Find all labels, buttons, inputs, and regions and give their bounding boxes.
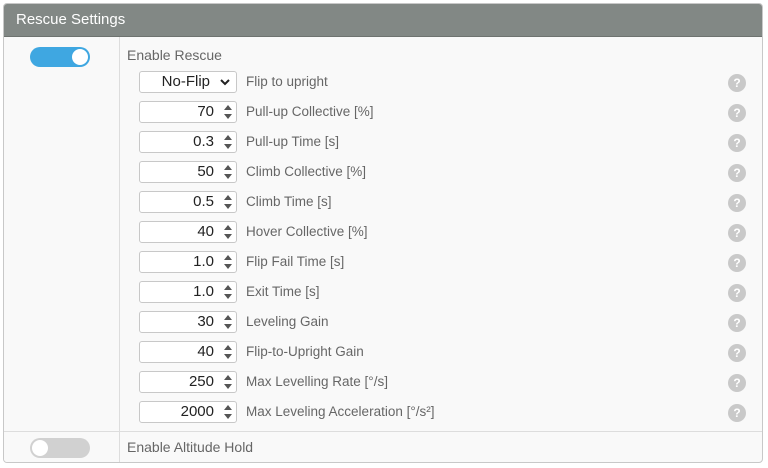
chevron-down-icon — [219, 75, 231, 92]
number-input-value: 1.0 — [193, 283, 214, 300]
setting-row: 0.3 Pull-up Time [s] — [139, 131, 609, 155]
help-question-icon[interactable]: ? — [728, 164, 746, 182]
number-input-value: 40 — [197, 343, 214, 360]
number-input-value: 1.0 — [193, 253, 214, 270]
setting-row: 0.5 Climb Time [s] — [139, 191, 609, 215]
number-input[interactable]: 1.0 — [139, 281, 237, 303]
number-input[interactable]: 0.3 — [139, 131, 237, 153]
help-question-icon[interactable]: ? — [728, 104, 746, 122]
flip-row: No-Flip Flip to upright — [139, 71, 609, 95]
enable-rescue-label: Enable Rescue — [127, 47, 222, 63]
setting-label: Leveling Gain — [246, 314, 329, 329]
setting-label: Pull-up Time [s] — [246, 134, 340, 149]
help-question-icon[interactable]: ? — [728, 314, 746, 332]
spinner-arrows-icon[interactable] — [224, 345, 233, 361]
enable-altitude-hold-label: Enable Altitude Hold — [127, 439, 254, 455]
number-input[interactable]: 40 — [139, 221, 237, 243]
number-input-value: 250 — [188, 373, 214, 390]
help-question-icon[interactable]: ? — [728, 74, 746, 92]
enable-rescue-toggle[interactable] — [30, 47, 90, 67]
number-input[interactable]: 250 — [139, 371, 237, 393]
number-input-value: 0.3 — [193, 133, 214, 150]
flip-select[interactable]: No-Flip — [139, 71, 237, 93]
enable-altitude-hold-toggle[interactable] — [30, 438, 90, 458]
number-input-value: 40 — [197, 223, 214, 240]
number-input-value: 30 — [197, 313, 214, 330]
number-input[interactable]: 30 — [139, 311, 237, 333]
setting-row: 2000 Max Leveling Acceleration [°/s²] — [139, 401, 609, 425]
number-input[interactable]: 70 — [139, 101, 237, 123]
toggle-knob — [72, 49, 88, 65]
rescue-settings-panel: Rescue Settings Enable Rescue No-Flip Fl… — [3, 3, 763, 463]
setting-label: Hover Collective [%] — [246, 224, 368, 239]
spinner-arrows-icon[interactable] — [224, 405, 233, 421]
number-input-value: 70 — [197, 103, 214, 120]
setting-label: Flip Fail Time [s] — [246, 254, 345, 269]
spinner-arrows-icon[interactable] — [224, 255, 233, 271]
number-input[interactable]: 1.0 — [139, 251, 237, 273]
number-input-value: 2000 — [180, 403, 214, 420]
number-input-value: 50 — [197, 163, 214, 180]
number-input[interactable]: 50 — [139, 161, 237, 183]
number-input[interactable]: 2000 — [139, 401, 237, 423]
flip-label: Flip to upright — [246, 74, 328, 89]
setting-label: Max Leveling Acceleration [°/s²] — [246, 404, 435, 419]
help-question-icon[interactable]: ? — [728, 284, 746, 302]
panel-title: Rescue Settings — [4, 4, 762, 37]
setting-label: Climb Time [s] — [246, 194, 332, 209]
number-input[interactable]: 0.5 — [139, 191, 237, 213]
toggle-column — [4, 37, 120, 462]
setting-row: 30 Leveling Gain — [139, 311, 609, 335]
help-question-icon[interactable]: ? — [728, 344, 746, 362]
number-input[interactable]: 40 — [139, 341, 237, 363]
toggle-knob — [32, 440, 48, 456]
spinner-arrows-icon[interactable] — [224, 315, 233, 331]
spinner-arrows-icon[interactable] — [224, 195, 233, 211]
spinner-arrows-icon[interactable] — [224, 165, 233, 181]
section-divider — [4, 431, 762, 432]
spinner-arrows-icon[interactable] — [224, 105, 233, 121]
setting-row: 40 Hover Collective [%] — [139, 221, 609, 245]
setting-label: Flip-to-Upright Gain — [246, 344, 364, 359]
help-question-icon[interactable]: ? — [728, 254, 746, 272]
setting-label: Max Levelling Rate [°/s] — [246, 374, 388, 389]
setting-row: 250 Max Levelling Rate [°/s] — [139, 371, 609, 395]
spinner-arrows-icon[interactable] — [224, 135, 233, 151]
help-question-icon[interactable]: ? — [728, 194, 746, 212]
spinner-arrows-icon[interactable] — [224, 285, 233, 301]
help-question-icon[interactable]: ? — [728, 224, 746, 242]
help-question-icon[interactable]: ? — [728, 404, 746, 422]
setting-label: Exit Time [s] — [246, 284, 320, 299]
setting-row: 1.0 Exit Time [s] — [139, 281, 609, 305]
spinner-arrows-icon[interactable] — [224, 375, 233, 391]
setting-row: 1.0 Flip Fail Time [s] — [139, 251, 609, 275]
setting-label: Climb Collective [%] — [246, 164, 367, 179]
setting-row: 70 Pull-up Collective [%] — [139, 101, 609, 125]
spinner-arrows-icon[interactable] — [224, 225, 233, 241]
help-question-icon[interactable]: ? — [728, 134, 746, 152]
number-input-value: 0.5 — [193, 193, 214, 210]
setting-row: 50 Climb Collective [%] — [139, 161, 609, 185]
help-question-icon[interactable]: ? — [728, 374, 746, 392]
flip-select-value: No-Flip — [161, 73, 210, 90]
setting-label: Pull-up Collective [%] — [246, 104, 374, 119]
setting-row: 40 Flip-to-Upright Gain — [139, 341, 609, 365]
